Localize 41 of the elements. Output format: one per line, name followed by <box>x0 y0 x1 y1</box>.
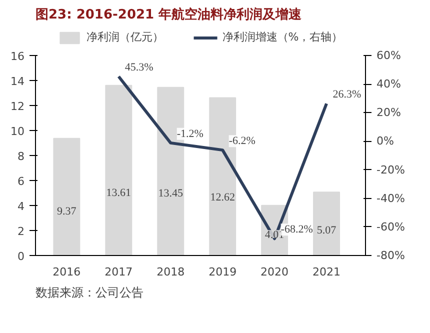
data-label: 26.3% <box>332 88 362 101</box>
x-tick-label: 2020 <box>260 266 289 278</box>
data-label: 12.62 <box>210 191 235 204</box>
y-tick-label: 2 <box>18 225 24 238</box>
x-tick-label: 2016 <box>52 266 81 278</box>
data-label: 5.07 <box>316 224 337 236</box>
data-label: 45.3% <box>124 62 154 74</box>
x-tick-label: 2021 <box>312 266 341 278</box>
y2-tick-label: -40% <box>376 192 405 205</box>
x-tick-label: 2017 <box>104 266 133 278</box>
y2-tick-label: 40% <box>376 78 401 91</box>
bar <box>53 138 80 256</box>
x-tick-label: 2019 <box>208 266 237 278</box>
source-note: 数据来源：公司公告 <box>36 286 144 300</box>
y2-tick-label: -80% <box>376 249 405 262</box>
data-label: 13.61 <box>106 186 132 199</box>
data-label: -6.2% <box>228 135 256 148</box>
y-tick-label: 16 <box>10 50 25 63</box>
y2-tick-label: -60% <box>376 220 405 234</box>
data-label: 13.45 <box>158 188 184 200</box>
legend-label: 净利润增速（%，右轴） <box>222 30 343 44</box>
y-tick-label: 6 <box>18 175 24 188</box>
y-tick-label: 12 <box>10 100 25 113</box>
chart-title: 图23: 2016-2021 年航空油料净利润及增速 <box>36 6 303 22</box>
bar <box>105 84 132 256</box>
y2-tick-label: 20% <box>376 106 401 120</box>
legend-label: 净利润（亿元） <box>86 30 164 44</box>
data-label: -1.2% <box>176 128 204 140</box>
y-tick-label: 10 <box>10 125 25 138</box>
y-tick-label: 8 <box>18 150 24 163</box>
y-tick-label: 4 <box>18 200 24 213</box>
y-tick-label: 0 <box>18 250 24 263</box>
y2-tick-label: -20% <box>376 163 405 176</box>
data-label: 4.01 <box>264 228 284 241</box>
y2-tick-label: 60% <box>376 49 401 62</box>
x-tick-label: 2018 <box>156 266 185 278</box>
y2-tick-label: 0% <box>376 134 394 148</box>
bar <box>313 192 340 256</box>
y-tick-label: 14 <box>10 75 25 88</box>
data-label: -68.2% <box>280 224 313 236</box>
data-label: 9.37 <box>57 206 77 218</box>
